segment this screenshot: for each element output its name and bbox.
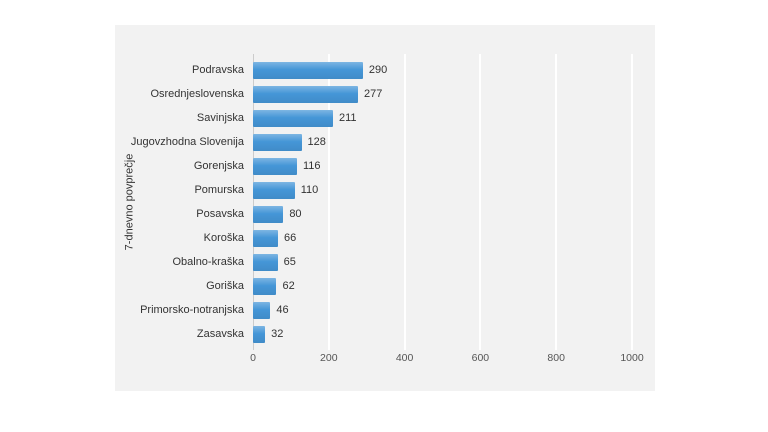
x-axis-ticks: 0 200 400 600 800 1000 bbox=[250, 352, 644, 366]
value-label: 80 bbox=[289, 208, 302, 220]
value-label: 277 bbox=[363, 88, 383, 100]
gridline bbox=[631, 54, 633, 350]
chart-row: Obalno-kraška 65 bbox=[172, 253, 632, 271]
x-tick-label: 600 bbox=[471, 352, 490, 364]
chart-row: Koroška 66 bbox=[204, 229, 632, 247]
bar bbox=[253, 181, 295, 199]
value-label: 116 bbox=[302, 160, 321, 172]
x-tick-label: 400 bbox=[395, 352, 414, 364]
category-label: Jugovzhodna Slovenija bbox=[130, 136, 244, 148]
value-label: 128 bbox=[307, 136, 326, 148]
value-label: 65 bbox=[283, 256, 296, 268]
chart-row: Primorsko-notranjska 46 bbox=[140, 301, 632, 319]
y-axis-label: 7-dnevno povprečje bbox=[119, 58, 139, 346]
x-tick-label: 1000 bbox=[620, 352, 644, 364]
category-label: Zasavska bbox=[196, 328, 244, 340]
bar bbox=[253, 301, 271, 319]
chart-row: Gorenjska 116 bbox=[194, 157, 632, 175]
x-tick-label: 800 bbox=[547, 352, 565, 364]
gridline bbox=[327, 54, 330, 350]
bar bbox=[253, 109, 333, 127]
bar-rows: Podravska 290 Osrednjeslovenska 277 Savinjsk… bbox=[131, 58, 632, 346]
category-label: Gorenjska bbox=[193, 160, 244, 172]
bar bbox=[253, 61, 363, 79]
value-label: 62 bbox=[282, 280, 295, 292]
bar bbox=[253, 157, 297, 175]
category-label: Primorsko-notranjska bbox=[140, 304, 244, 316]
category-label: Pomurska bbox=[194, 184, 244, 196]
value-label: 32 bbox=[271, 328, 284, 340]
chart-row: Zasavska 32 bbox=[197, 325, 632, 343]
category-label: Goriška bbox=[206, 280, 244, 292]
category-label: Koroška bbox=[203, 232, 244, 244]
category-label: Podravska bbox=[192, 64, 244, 76]
chart-row: Savinjska 211 bbox=[197, 109, 632, 127]
chart-row: Pomurska 110 bbox=[194, 181, 632, 199]
chart-row: Jugovzhodna Slovenija 128 bbox=[131, 133, 632, 151]
chart-row: Podravska 290 bbox=[192, 61, 632, 79]
gridline bbox=[403, 54, 406, 350]
x-tick-label: 200 bbox=[320, 352, 338, 364]
gridline bbox=[479, 54, 482, 350]
value-label: 211 bbox=[338, 112, 357, 124]
chart-row: Goriška 62 bbox=[206, 277, 632, 295]
x-tick-label: 0 bbox=[250, 352, 256, 364]
bar bbox=[253, 253, 278, 271]
chart-panel: 7-dnevno povprečje Podravska 290 Osrednjes… bbox=[115, 25, 655, 391]
category-label: Osrednjeslovenska bbox=[150, 88, 244, 100]
value-label: 110 bbox=[300, 184, 319, 196]
bar bbox=[253, 325, 266, 343]
bar bbox=[253, 85, 358, 103]
plot-area: Podravska 290 Osrednjeslovenska 277 Savinjsk… bbox=[131, 54, 633, 350]
value-label: 66 bbox=[284, 232, 297, 244]
bar bbox=[253, 277, 277, 295]
value-label: 46 bbox=[276, 304, 289, 316]
bar bbox=[253, 133, 302, 151]
value-label: 290 bbox=[368, 64, 388, 76]
chart-row: Posavska 80 bbox=[196, 205, 632, 223]
bar bbox=[253, 229, 278, 247]
category-label: Obalno-kraška bbox=[172, 256, 244, 268]
bar bbox=[253, 205, 284, 223]
y-axis-label-text: 7-dnevno povprečje bbox=[123, 153, 135, 251]
y-axis-line bbox=[253, 54, 254, 350]
category-label: Savinjska bbox=[196, 112, 244, 124]
category-label: Posavska bbox=[196, 208, 244, 220]
gridline bbox=[555, 54, 558, 350]
chart-row: Osrednjeslovenska 277 bbox=[150, 85, 632, 103]
